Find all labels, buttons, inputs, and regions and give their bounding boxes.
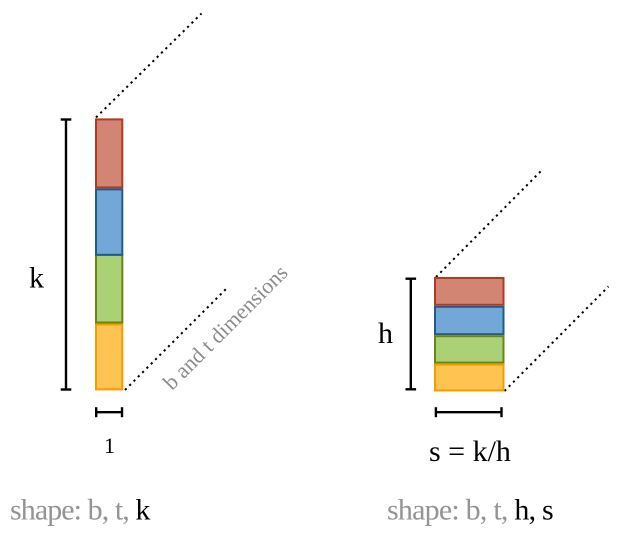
svg-text:shape: b, t, k: shape: b, t, k <box>10 493 150 526</box>
svg-text:1: 1 <box>104 433 115 458</box>
svg-text:h: h <box>378 317 393 350</box>
svg-text:s = k/h: s = k/h <box>429 435 511 468</box>
svg-text:k: k <box>29 262 44 295</box>
svg-text:shape: b, t, h, s: shape: b, t, h, s <box>387 493 553 526</box>
